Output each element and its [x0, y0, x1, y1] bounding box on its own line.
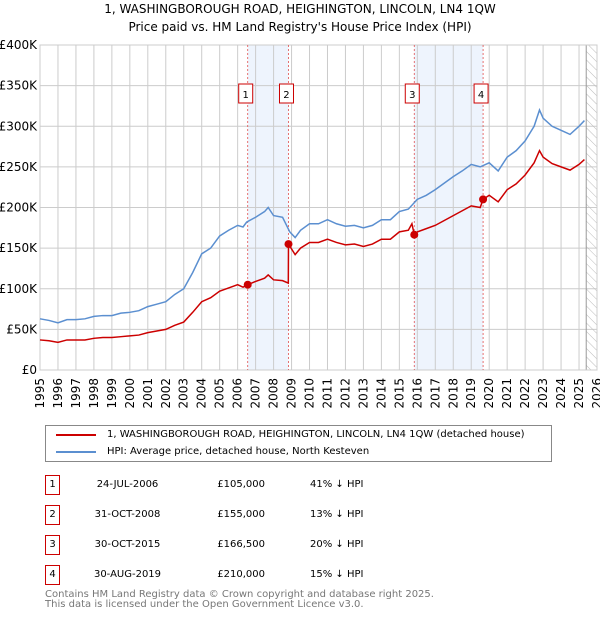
sale-badge: [404, 83, 420, 104]
y-tick-label: £250K: [0, 160, 38, 174]
y-tick-label: £400K: [0, 38, 38, 52]
transaction-badge: 3: [45, 535, 60, 555]
x-tick-label: 2011: [320, 378, 334, 409]
sale-badge-label: 4: [478, 90, 484, 101]
transaction-price: £155,000: [217, 509, 265, 520]
sale-point: [410, 230, 419, 239]
transaction-date: 30-AUG-2019: [93, 569, 162, 580]
x-tick-label: 2019: [464, 378, 478, 409]
x-tick-label: 2022: [518, 378, 532, 409]
sale-point: [243, 280, 252, 289]
legend: 1, WASHINGBOROUGH ROAD, HEIGHINGTON, LIN…: [45, 425, 552, 462]
y-tick-label: £150K: [0, 241, 38, 255]
legend-label-property: 1, WASHINGBOROUGH ROAD, HEIGHINGTON, LIN…: [107, 429, 525, 440]
transaction-price: £210,000: [217, 569, 265, 580]
y-tick-label: £100K: [0, 282, 38, 296]
x-tick-label: 2015: [392, 378, 406, 409]
legend-label-hpi: HPI: Average price, detached house, Nort…: [107, 446, 370, 457]
x-tick-label: 2024: [554, 378, 568, 409]
future-hatch: [586, 45, 597, 370]
transaction-badge: 4: [45, 565, 60, 585]
footer-licence: This data is licensed under the Open Gov…: [45, 599, 364, 610]
transaction-row: 1 24-JUL-2006 £105,000 41% ↓ HPI: [45, 475, 445, 495]
x-tick-label: 2023: [536, 378, 550, 409]
x-tick-label: 2025: [572, 378, 586, 409]
legend-swatch-blue: [56, 450, 96, 453]
sale-point: [284, 240, 293, 249]
x-tick-label: 2021: [500, 378, 514, 409]
legend-swatch-red: [56, 433, 96, 436]
x-tick-label: 2017: [428, 378, 442, 409]
transaction-hpi-diff: 15% ↓ HPI: [310, 569, 364, 580]
x-tick-label: 1998: [87, 378, 101, 409]
x-tick-label: 2001: [141, 378, 155, 409]
x-tick-label: 2005: [213, 378, 227, 409]
x-tick-label: 1999: [105, 378, 119, 409]
x-tick-label: 2008: [267, 378, 281, 409]
x-tick-label: 2004: [195, 378, 209, 409]
x-tick-label: 2009: [285, 378, 299, 409]
x-tick-label: 2013: [356, 378, 370, 409]
x-tick-label: 1996: [51, 378, 65, 409]
transaction-price: £105,000: [217, 479, 265, 490]
transaction-row: 4 30-AUG-2019 £210,000 15% ↓ HPI: [45, 565, 445, 585]
x-tick-label: 2026: [590, 378, 600, 409]
x-tick-label: 2007: [249, 378, 263, 409]
sale-badge: [473, 83, 489, 104]
x-tick-label: 2016: [410, 378, 424, 409]
sale-point: [479, 195, 488, 204]
x-tick-label: 2010: [303, 378, 317, 409]
sale-badge-label: 2: [283, 90, 289, 101]
transaction-hpi-diff: 41% ↓ HPI: [310, 479, 364, 490]
transaction-date: 31-OCT-2008: [94, 509, 161, 520]
sale-badge-label: 1: [243, 90, 249, 101]
transaction-hpi-diff: 13% ↓ HPI: [310, 509, 364, 520]
x-tick-label: 2003: [177, 378, 191, 409]
y-tick-label: £200K: [0, 201, 38, 215]
transaction-row: 3 30-OCT-2015 £166,500 20% ↓ HPI: [45, 535, 445, 555]
transaction-price: £166,500: [217, 539, 265, 550]
y-tick-label: £350K: [0, 79, 38, 93]
chart-title: 1, WASHINGBOROUGH ROAD, HEIGHINGTON, LIN…: [104, 2, 496, 16]
legend-item-property: 1, WASHINGBOROUGH ROAD, HEIGHINGTON, LIN…: [56, 429, 525, 440]
x-tick-label: 2020: [482, 378, 496, 409]
legend-item-hpi: HPI: Average price, detached house, Nort…: [56, 446, 369, 457]
property-price-line: [39, 148, 585, 344]
x-tick-label: 2002: [159, 378, 173, 409]
chart-subtitle: Price paid vs. HM Land Registry's House …: [128, 20, 472, 34]
transaction-hpi-diff: 20% ↓ HPI: [310, 539, 364, 550]
sale-badge-label: 3: [409, 90, 415, 101]
transaction-row: 2 31-OCT-2008 £155,000 13% ↓ HPI: [45, 505, 445, 525]
sale-badge: [238, 83, 254, 104]
transaction-date: 24-JUL-2006: [96, 479, 159, 490]
y-tick-label: £50K: [6, 322, 38, 336]
hpi-line: [39, 107, 585, 324]
y-tick-label: £0: [22, 363, 37, 377]
plot-frame: [39, 44, 598, 371]
transaction-date: 30-OCT-2015: [94, 539, 161, 550]
y-tick-label: £300K: [0, 119, 38, 133]
price-chart: 1995 1996 1997 1998 1999 2000 2001 2002 2003 2004…: [0, 38, 600, 409]
x-tick-label: 2014: [374, 378, 388, 409]
footer-copyright: Contains HM Land Registry data © Crown c…: [45, 589, 434, 600]
x-tick-label: 2018: [446, 378, 460, 409]
sale-badge: [278, 83, 294, 104]
x-tick-label: 2006: [231, 378, 245, 409]
x-tick-label: 1995: [33, 378, 47, 409]
transaction-badge: 1: [45, 475, 60, 495]
x-tick-label: 1997: [69, 378, 83, 409]
x-tick-label: 2000: [123, 378, 137, 409]
x-tick-label: 2012: [338, 378, 352, 409]
transaction-badge: 2: [45, 505, 60, 525]
